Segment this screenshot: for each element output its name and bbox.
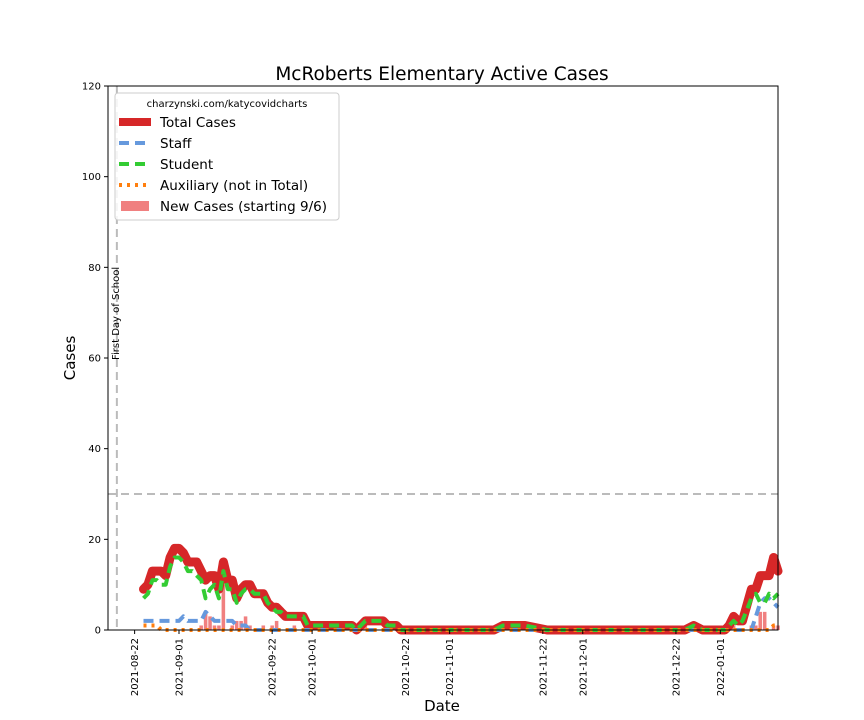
new-cases-bar — [217, 625, 221, 630]
new-cases-bar — [221, 584, 226, 630]
x-tick-label: 2021-12-22 — [671, 638, 682, 696]
x-tick-label: 2021-08-22 — [130, 638, 141, 696]
legend-entry: Auxiliary (not in Total) — [160, 178, 308, 194]
chart-title: McRoberts Elementary Active Cases — [275, 64, 608, 85]
new-cases-bar — [270, 625, 274, 630]
y-tick-label: 40 — [88, 444, 101, 455]
x-tick-label: 2021-09-22 — [268, 638, 279, 696]
legend-entry: Student — [160, 157, 213, 173]
x-axis-label: Date — [424, 697, 460, 715]
series-line-total-cases — [139, 543, 783, 635]
new-cases-bar — [274, 620, 279, 630]
new-cases-bar — [292, 625, 297, 630]
new-cases-bar — [758, 611, 763, 630]
new-cases-bar — [754, 625, 758, 630]
legend-swatch — [121, 201, 149, 211]
legend-entry: Staff — [160, 136, 192, 152]
series-line-staff — [143, 596, 780, 632]
new-cases-bar — [261, 625, 266, 630]
first-day-annotation: First Day of School — [111, 267, 122, 360]
series-line-student — [142, 555, 780, 632]
x-tick-label: 2022-01-01 — [716, 638, 727, 696]
legend-box — [114, 92, 340, 221]
x-tick-label: 2021-10-22 — [401, 638, 412, 696]
new-cases-bar — [203, 611, 208, 630]
legend-entry: New Cases (starting 9/6) — [160, 199, 327, 215]
new-cases-bar — [731, 625, 736, 630]
new-cases-bar — [243, 616, 248, 630]
y-tick-label: 60 — [88, 354, 101, 365]
new-cases-bar — [363, 625, 368, 630]
x-tick-label: 2021-10-01 — [308, 638, 319, 696]
new-cases-bar — [230, 625, 235, 630]
y-tick-label: 80 — [88, 263, 101, 274]
x-tick-label: 2021-09-01 — [174, 638, 185, 696]
x-tick-label: 2021-11-22 — [538, 638, 549, 696]
y-tick-label: 0 — [95, 626, 101, 637]
legend-entry: Total Cases — [159, 115, 236, 131]
y-tick-label: 120 — [82, 82, 101, 93]
x-tick-label: 2021-12-01 — [578, 638, 589, 696]
new-cases-bar — [762, 611, 767, 630]
legend-title: charzynski.com/katycovidcharts — [147, 99, 308, 110]
y-axis-label: Cases — [61, 336, 79, 381]
new-cases-bar — [208, 616, 212, 630]
x-tick-label: 2021-11-01 — [445, 638, 456, 696]
y-tick-label: 100 — [82, 172, 101, 183]
new-cases-bar — [212, 625, 217, 630]
y-tick-label: 20 — [88, 535, 101, 546]
new-cases-bar — [199, 625, 203, 630]
new-cases-bar — [234, 620, 239, 630]
